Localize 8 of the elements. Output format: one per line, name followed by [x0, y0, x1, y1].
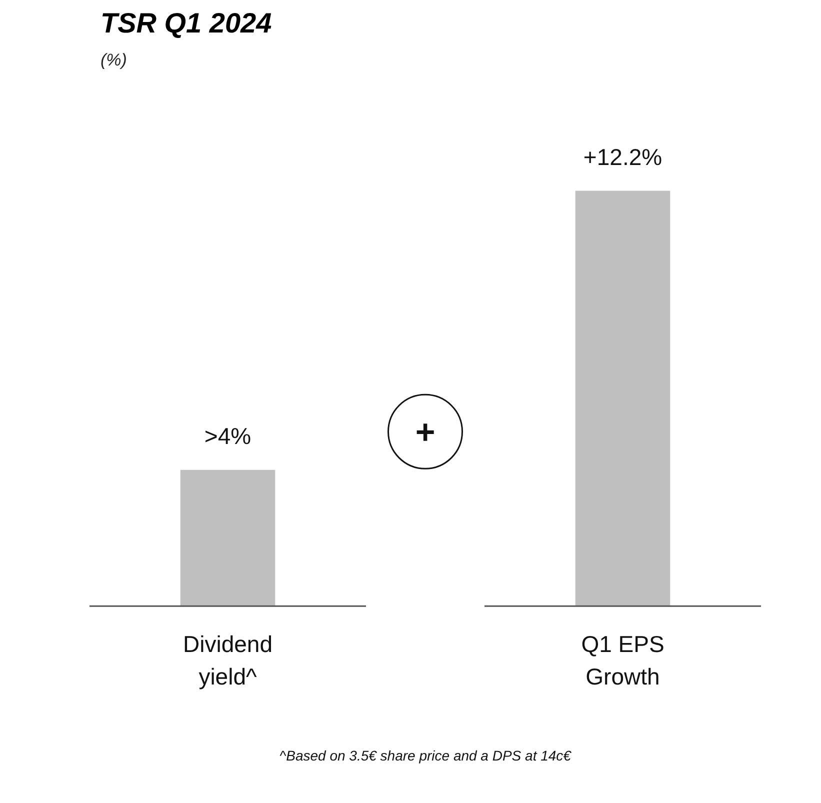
text: ^Based on 3.5€ share price and a DPS at 14c€	[280, 748, 572, 764]
chart-title: TSR Q1 2024	[100, 8, 272, 38]
x-tick-label: Q1 EPS Growth	[581, 630, 664, 690]
x-tick-label: Dividend yield^	[183, 630, 272, 690]
annotation: +	[415, 414, 436, 452]
data-label: +12.2%	[583, 144, 662, 170]
chart-subtitle: (%)	[100, 50, 127, 70]
data-label: >4%	[204, 423, 252, 450]
